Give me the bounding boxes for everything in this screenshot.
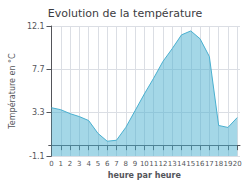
svg-text:17: 17: [205, 160, 214, 168]
svg-text:18: 18: [214, 160, 223, 168]
svg-text:1: 1: [59, 160, 63, 168]
svg-text:0: 0: [49, 160, 53, 168]
svg-text:-1.1: -1.1: [29, 152, 45, 161]
svg-text:7.7: 7.7: [32, 65, 45, 74]
svg-text:7: 7: [114, 160, 118, 168]
svg-text:9: 9: [133, 160, 137, 168]
svg-text:15: 15: [186, 160, 195, 168]
svg-text:2: 2: [68, 160, 72, 168]
svg-text:12.1: 12.1: [27, 22, 45, 31]
svg-text:5: 5: [96, 160, 100, 168]
svg-text:16: 16: [196, 160, 205, 168]
svg-text:19: 19: [223, 160, 232, 168]
svg-text:Evolution de la température: Evolution de la température: [48, 7, 203, 20]
svg-text:6: 6: [105, 160, 110, 168]
svg-text:10: 10: [140, 160, 149, 168]
svg-text:4: 4: [86, 160, 91, 168]
svg-text:12: 12: [158, 160, 167, 168]
svg-text:20: 20: [233, 160, 242, 168]
svg-text:14: 14: [177, 160, 186, 168]
svg-text:8: 8: [124, 160, 128, 168]
svg-text:3: 3: [77, 160, 81, 168]
svg-text:Température en °C: Température en °C: [7, 53, 17, 130]
svg-text:11: 11: [149, 160, 158, 168]
svg-text:13: 13: [168, 160, 177, 168]
svg-text:heure par heure: heure par heure: [108, 171, 182, 180]
svg-text:3.3: 3.3: [32, 108, 45, 117]
